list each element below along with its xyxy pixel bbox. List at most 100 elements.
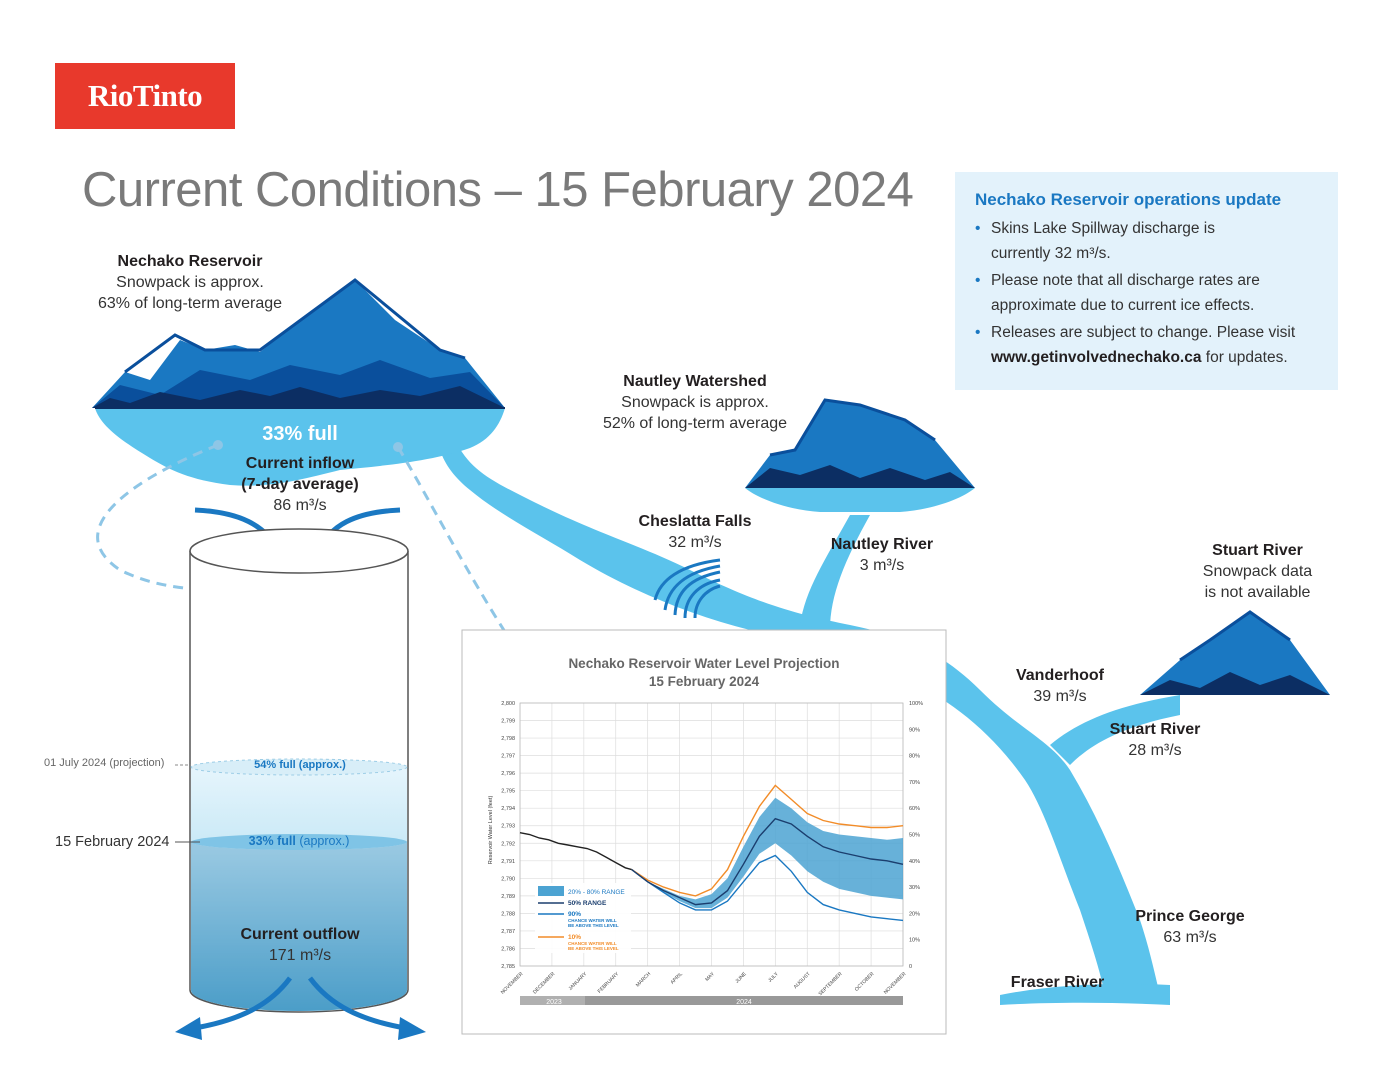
chart-y2tick-label: 100% [909, 701, 923, 707]
projection-level-ellipse [190, 758, 408, 776]
chart-xtick-label: JULY [767, 971, 780, 984]
legend-90-sub1: CHANCE WATER WILL [568, 918, 617, 923]
chart-y2tick-label: 10% [909, 938, 920, 944]
update-bullet-1: Skins Lake Spillway discharge iscurrentl… [975, 216, 1320, 266]
vanderhoof-label: Vanderhoof 39 m³/s [1015, 667, 1104, 705]
nautley-lake [745, 488, 975, 512]
chart-legend: 20% - 80% RANGE 50% RANGE 90% CHANCE WAT… [535, 883, 631, 953]
nechako-peak-outline [124, 278, 466, 374]
projection-date-label: 01 July 2024 (projection) [44, 757, 165, 769]
chart-xtick-label: AUGUST [793, 971, 812, 990]
legend-10-sub1: CHANCE WATER WILL [568, 941, 617, 946]
chart-xtick-label: JANUARY [568, 971, 589, 992]
projection-full-label: 54% full (approx.) [254, 759, 346, 771]
cheslatta-falls-icon [653, 558, 721, 619]
operations-update-box: Nechako Reservoir operations update Skin… [955, 172, 1338, 390]
chart-ytick-label: 2,797 [501, 754, 515, 760]
chart-xtick-label: OCTOBER [854, 971, 876, 993]
dashed-connector-left [96, 443, 219, 592]
legend-90-sub2: BE ABOVE THIS LEVEL [568, 923, 619, 928]
riotinto-logo: RioTinto [55, 63, 235, 129]
chart-xtick-label: MAY [704, 971, 716, 983]
chart-line-90 [631, 854, 904, 922]
legend-90-label: 90% [568, 911, 581, 918]
outflow-arrow-right [307, 976, 406, 1031]
page-title: Current Conditions – 15 February 2024 [82, 163, 914, 217]
chart-ytick-label: 2,785 [501, 964, 515, 970]
chart-band-20-80 [631, 797, 903, 909]
chart-ytick-label: 2,788 [501, 911, 515, 917]
fraser-river-outlet [1000, 983, 1170, 1005]
chart-line-50 [631, 817, 904, 906]
chart-frame [461, 629, 947, 1035]
cylinder-water [191, 767, 407, 1011]
chart-ytick-label: 2,799 [501, 719, 515, 725]
chart-subtitle: 15 February 2024 [649, 674, 760, 689]
stuart-river-label: Stuart River 28 m³/s [1109, 721, 1201, 759]
current-level-ellipse [191, 834, 407, 850]
chart-title: Nechako Reservoir Water Level Projection [568, 656, 839, 671]
update-bullet-2: Please note that all discharge rates are… [975, 268, 1320, 318]
cheslatta-falls-label: Cheslatta Falls 32 m³/s [638, 513, 752, 551]
chart-y2tick-label: 50% [909, 833, 920, 839]
reservoir-full-label: 33% full [262, 423, 338, 445]
legend-band-label: 20% - 80% RANGE [568, 889, 625, 896]
chart-xtick-label: FEBRUARY [597, 971, 621, 995]
nautley-watershed-label: Nautley Watershed Snowpack is approx. 52% … [602, 373, 788, 432]
website-link[interactable]: www.getinvolvednechako.ca [991, 349, 1202, 366]
chart-xtick-label: NOVEMBER [500, 971, 525, 996]
chart-xtick-label: SEPTEMBER [818, 971, 844, 997]
nechako-mountain-base [92, 386, 505, 408]
current-outflow-label: Current outflow 171 m³/s [240, 926, 360, 964]
stuart-watershed-label: Stuart River Snowpack data is not availabl… [1202, 542, 1313, 601]
stuart-mountain [1140, 612, 1330, 695]
current-inflow-label: Current inflow (7-day average) 86 m³/s [241, 455, 359, 514]
chart-xtick-label: MARCH [635, 971, 652, 988]
stuart-river-branch [1050, 695, 1180, 765]
chart-ytick-label: 2,794 [501, 806, 515, 812]
chart-ytick-label: 2,789 [501, 894, 515, 900]
chart-ytick-label: 2,790 [501, 876, 515, 882]
chart-y2tick-label: 60% [909, 806, 920, 812]
legend-10-sub2: BE ABOVE THIS LEVEL [568, 946, 619, 951]
chart-y2tick-label: 80% [909, 754, 920, 760]
year-bar-2023 [520, 996, 585, 1005]
legend-10-label: 10% [568, 934, 581, 941]
chart-ytick-label: 2,792 [501, 841, 515, 847]
chart-ytick-label: 2,798 [501, 736, 515, 742]
nautley-river-label: Nautley River 3 m³/s [830, 536, 934, 574]
chart-ytick-label: 2,787 [501, 929, 515, 935]
chart-ytick-label: 2,796 [501, 771, 515, 777]
chart-ytick-label: 2,795 [501, 789, 515, 795]
current-date-label: 15 February 2024 [55, 834, 170, 850]
chart-y2tick-label: 40% [909, 859, 920, 865]
chart-y2tick-label: 0 [909, 964, 912, 970]
chart-xtick-label: DECEMBER [532, 971, 557, 996]
chart-xtick-label: JUNE [734, 971, 748, 985]
chart-ytick-label: 2,793 [501, 824, 515, 830]
nautley-river-branch [800, 515, 870, 630]
chart-y2tick-label: 20% [909, 911, 920, 917]
chart-ytick-label: 2,800 [501, 701, 515, 707]
chart-line-10 [631, 784, 904, 897]
chart-xtick-label: NOVEMBER [883, 971, 908, 996]
year-label-2023: 2023 [546, 999, 562, 1006]
stuart-mountain-dark [1140, 672, 1330, 695]
fraser-river-label: Fraser River [1010, 974, 1105, 991]
nautley-mountain-dark [745, 465, 975, 488]
nechako-reservoir-label: Nechako Reservoir Snowpack is approx. 63% … [97, 253, 283, 312]
operations-update-heading: Nechako Reservoir operations update [975, 190, 1282, 209]
legend-50-label: 50% RANGE [568, 900, 607, 907]
year-label-2024: 2024 [736, 999, 752, 1006]
chart-line-observed [519, 832, 632, 871]
chart-ytick-label: 2,786 [501, 946, 515, 952]
chart-plot-area [519, 702, 904, 967]
chart-y2tick-label: 90% [909, 727, 920, 733]
chart-ylabel: Reservoir Water Level (feet) [488, 796, 494, 865]
chart-xtick-label: APRIL [670, 971, 685, 986]
outflow-arrow-left [194, 976, 293, 1031]
legend-swatch-band [538, 886, 564, 896]
chart-y2tick-label: 30% [909, 885, 920, 891]
cylinder-top [189, 528, 409, 574]
